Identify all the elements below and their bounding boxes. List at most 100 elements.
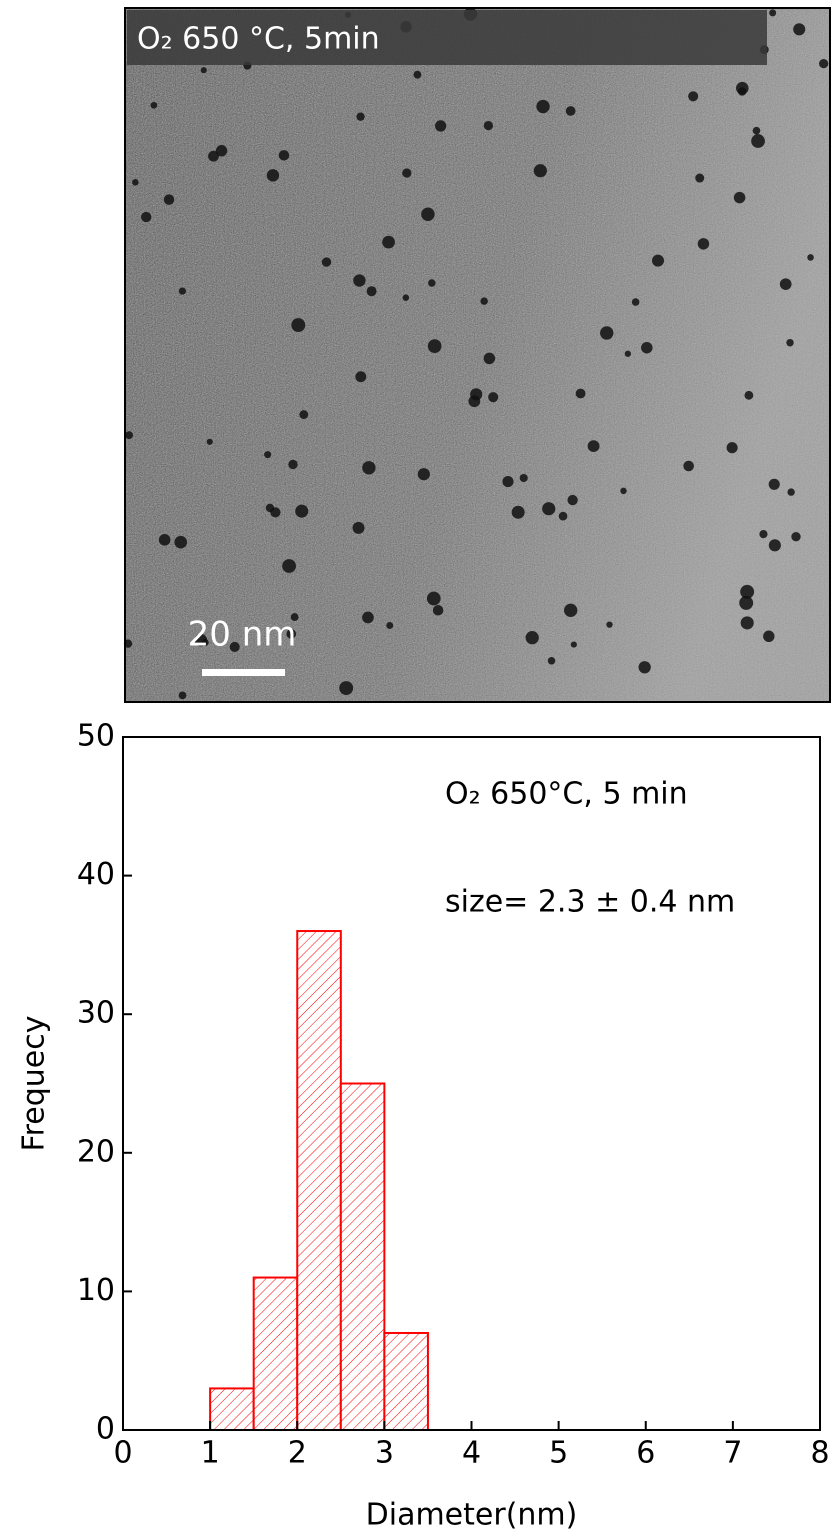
particle <box>163 194 175 205</box>
particle <box>426 591 441 606</box>
particle <box>352 521 365 534</box>
particle <box>206 438 213 445</box>
bar <box>339 1082 386 1431</box>
particle <box>417 468 430 481</box>
particle <box>697 238 710 250</box>
x-tick-label: 2 <box>288 1436 307 1471</box>
particle <box>502 476 514 488</box>
particle <box>362 611 374 624</box>
particle <box>787 488 795 496</box>
particle <box>295 504 309 518</box>
x-tick-label: 0 <box>113 1436 132 1471</box>
particle <box>793 23 806 36</box>
particle <box>229 641 240 652</box>
particle <box>547 657 556 665</box>
particle <box>427 339 442 353</box>
particle <box>353 274 366 287</box>
particle <box>291 318 306 333</box>
y-tick-label: 10 <box>77 1273 115 1308</box>
particle <box>265 503 275 513</box>
particle <box>215 145 228 157</box>
particle <box>178 691 187 700</box>
particle <box>624 350 631 357</box>
particle <box>737 87 747 96</box>
particle <box>413 70 422 79</box>
bar <box>209 1387 255 1432</box>
particle <box>382 235 395 249</box>
particle <box>386 622 394 629</box>
x-tick-label: 3 <box>375 1436 394 1471</box>
y-axis-label: Frequecy <box>17 1016 52 1152</box>
particle <box>733 191 746 204</box>
particle <box>768 539 781 552</box>
particle <box>606 621 613 628</box>
particle <box>421 207 435 222</box>
histogram: 0 1 2 3 4 5 6 7 8 0 10 20 30 40 50 Diameter(nm) Frequecy… <box>17 719 830 1533</box>
y-tick-label: 0 <box>96 1412 115 1447</box>
particle <box>651 254 665 267</box>
particle <box>356 112 365 121</box>
particle <box>432 604 444 616</box>
particle <box>519 473 528 483</box>
particle <box>740 584 755 599</box>
particle <box>744 390 754 400</box>
particle <box>739 595 754 610</box>
bar <box>383 1331 429 1431</box>
particle <box>769 9 777 17</box>
y-tick-label: 50 <box>77 719 115 754</box>
x-tick-label: 1 <box>201 1436 220 1471</box>
particle <box>435 120 447 132</box>
image-label: O₂ 650 °C, 5min <box>137 22 380 57</box>
x-tick-label: 5 <box>549 1436 568 1471</box>
particle <box>125 431 134 440</box>
particle <box>150 101 158 109</box>
particle <box>286 629 297 639</box>
particle <box>768 478 780 490</box>
particle <box>587 440 600 453</box>
particle <box>355 371 367 383</box>
particle <box>483 352 496 365</box>
particle <box>141 211 152 223</box>
particle <box>488 392 499 403</box>
particle <box>570 641 577 648</box>
x-tick-label: 4 <box>462 1436 481 1471</box>
particle <box>791 532 801 542</box>
particle <box>688 91 699 102</box>
particle <box>402 168 412 178</box>
particle <box>288 459 298 470</box>
particle <box>321 257 332 267</box>
scale-bar <box>202 669 285 676</box>
particle <box>290 613 299 622</box>
particle <box>740 616 754 630</box>
plot-frame <box>122 736 821 1431</box>
particle <box>468 395 481 408</box>
particle <box>786 338 794 347</box>
x-axis-label: Diameter(nm) <box>366 1498 578 1533</box>
particle <box>266 169 280 182</box>
particle <box>575 388 586 399</box>
particle <box>483 120 494 131</box>
particle <box>807 254 814 261</box>
particle <box>558 511 568 521</box>
particle <box>751 134 765 148</box>
particle <box>264 451 272 459</box>
scale-bar-label: 20 nm <box>188 615 297 655</box>
particle <box>158 534 171 546</box>
particle <box>620 487 627 495</box>
particle <box>779 278 792 290</box>
particle <box>428 279 436 287</box>
particle <box>366 286 377 297</box>
particle <box>194 633 208 647</box>
particle <box>567 494 578 506</box>
particle <box>759 530 768 539</box>
particle <box>208 150 219 162</box>
particle <box>641 341 653 354</box>
particle <box>542 502 556 516</box>
particle <box>511 505 525 519</box>
x-tick-label: 8 <box>810 1436 829 1471</box>
bar <box>296 930 342 1431</box>
particle <box>533 164 547 178</box>
particle <box>638 661 651 674</box>
particle <box>752 126 761 135</box>
particle <box>683 460 694 472</box>
